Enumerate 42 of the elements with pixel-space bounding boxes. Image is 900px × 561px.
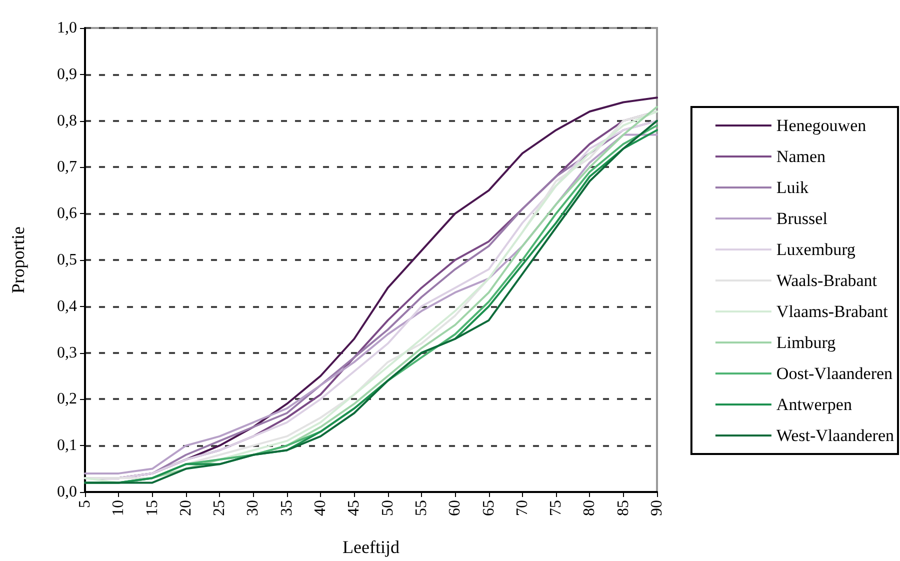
legend-label: Namen xyxy=(776,147,826,166)
x-tick-label: 5 xyxy=(76,500,94,508)
y-axis-title: Proportie xyxy=(8,226,28,294)
x-tick-label: 40 xyxy=(312,500,330,516)
legend-label: Luik xyxy=(776,178,810,197)
x-tick-label: 55 xyxy=(412,500,430,516)
x-tick-label: 90 xyxy=(648,500,666,516)
x-tick-label: 50 xyxy=(379,500,396,516)
legend-label: Vlaams-Brabant xyxy=(776,302,888,321)
x-tick-label: 70 xyxy=(514,500,531,516)
x-tick-label: 35 xyxy=(278,500,296,516)
legend-label: Henegouwen xyxy=(776,116,867,135)
x-tick-label: 75 xyxy=(548,500,565,516)
y-tick-label: 0,9 xyxy=(57,66,77,83)
legend-label: Antwerpen xyxy=(776,395,852,414)
x-tick-label: 25 xyxy=(211,500,228,516)
legend-label: West-Vlaanderen xyxy=(776,426,894,445)
y-tick-label: 0,5 xyxy=(57,252,77,268)
y-tick-label: 0,8 xyxy=(57,112,77,130)
y-tick-label: 1,0 xyxy=(57,20,77,36)
x-tick-label: 20 xyxy=(177,500,194,516)
x-axis-title: Leeftijd xyxy=(342,537,400,557)
x-tick-label: 45 xyxy=(346,500,363,516)
y-tick-label: 0,0 xyxy=(57,484,77,500)
x-tick-label: 80 xyxy=(581,500,598,516)
legend-label: Luxemburg xyxy=(776,240,856,259)
legend-label: Limburg xyxy=(776,333,836,352)
y-tick-label: 0,7 xyxy=(57,158,77,176)
legend-label: Waals-Brabant xyxy=(776,271,878,290)
x-tick-label: 15 xyxy=(144,500,161,516)
x-tick-label: 10 xyxy=(110,500,128,516)
y-tick-label: 0,1 xyxy=(57,437,77,454)
x-tick-label: 30 xyxy=(244,500,262,516)
legend-label: Oost-Vlaanderen xyxy=(776,364,894,383)
x-tick-label: 60 xyxy=(446,500,464,516)
x-tick-label: 65 xyxy=(480,500,498,516)
y-tick-label: 0,2 xyxy=(57,390,77,408)
y-tick-label: 0,6 xyxy=(57,205,77,222)
y-tick-label: 0,4 xyxy=(57,298,77,315)
y-tick-label: 0,3 xyxy=(57,344,77,362)
legend-label: Brussel xyxy=(776,209,828,228)
x-tick-label: 85 xyxy=(614,500,632,516)
